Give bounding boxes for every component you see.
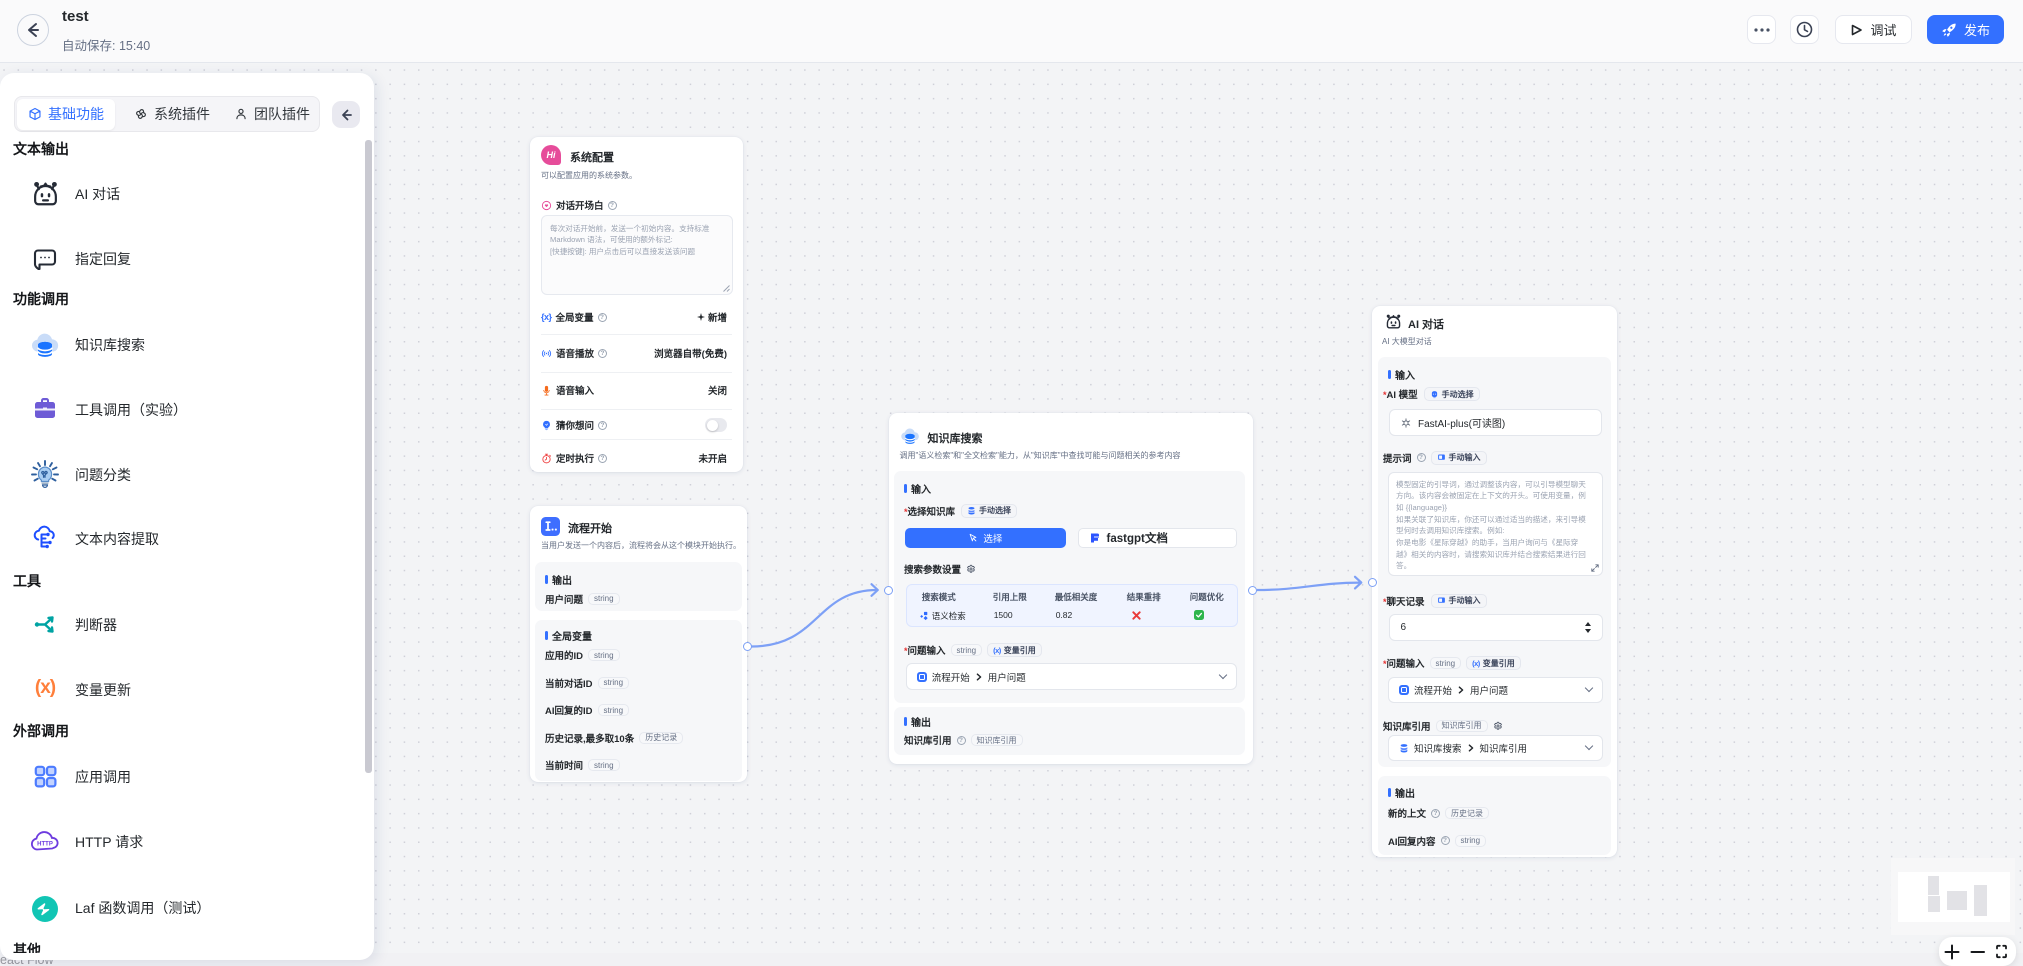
svg-text:HTTP: HTTP [37,842,53,848]
